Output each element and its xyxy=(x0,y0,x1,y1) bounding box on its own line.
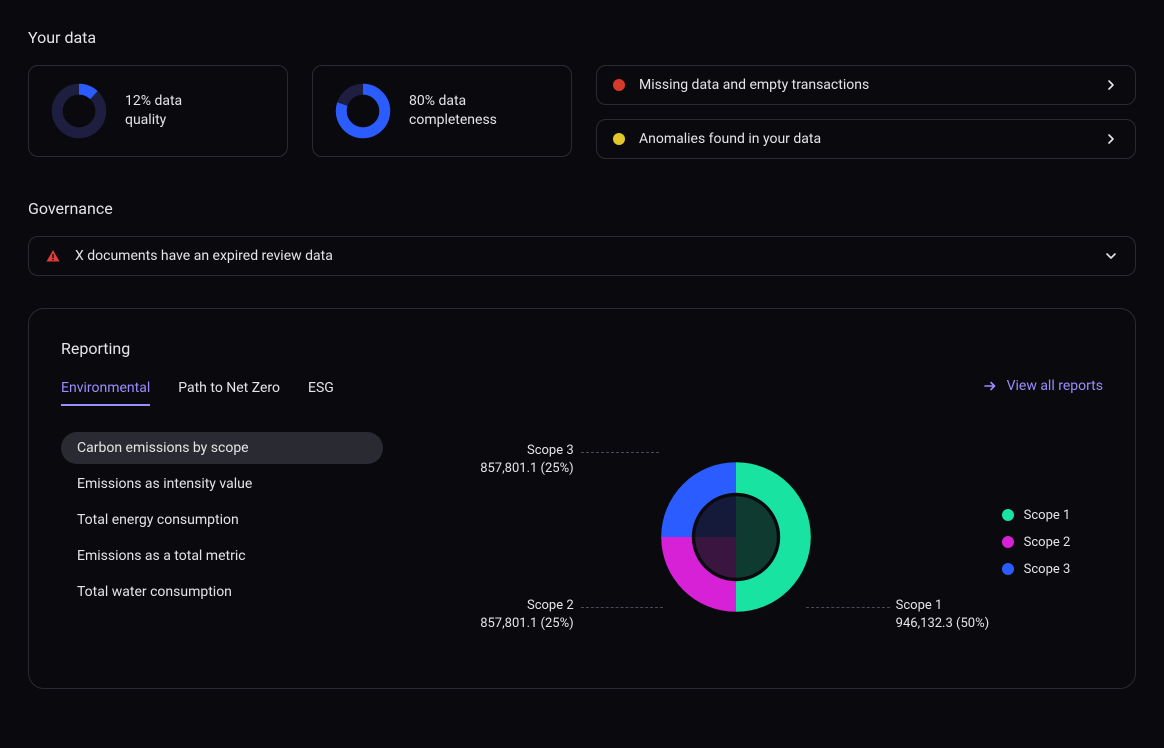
metric-water-consumption[interactable]: Total water consumption xyxy=(61,576,383,608)
chart-label-scope1: Scope 1 946,132.3 (50%) xyxy=(896,597,989,633)
metric-emissions-intensity[interactable]: Emissions as intensity value xyxy=(61,468,383,500)
governance-row-label: X documents have an expired review data xyxy=(75,248,1089,264)
view-all-reports-link[interactable]: View all reports xyxy=(983,378,1103,394)
reporting-panel: Reporting Environmental Path to Net Zero… xyxy=(28,308,1136,689)
alert-dot-icon xyxy=(613,133,625,145)
chart-label-value: 857,801.1 (25%) xyxy=(466,615,574,633)
tab-environmental[interactable]: Environmental xyxy=(61,380,150,406)
donut-chart-wrap: Scope 3 857,801.1 (25%) Scope 2 857,801.… xyxy=(476,432,996,652)
chart-label-value: 946,132.3 (50%) xyxy=(896,615,989,633)
governance-expired-row[interactable]: X documents have an expired review data xyxy=(28,236,1136,276)
chart-legend: Scope 1 Scope 2 Scope 3 xyxy=(1002,508,1071,577)
leader-line xyxy=(581,452,659,453)
metric-emissions-total[interactable]: Emissions as a total metric xyxy=(61,540,383,572)
legend-item-scope2: Scope 2 xyxy=(1002,535,1071,550)
chevron-right-icon xyxy=(1103,77,1119,93)
chart-label-name: Scope 1 xyxy=(896,597,989,615)
arrow-right-icon xyxy=(983,379,997,393)
legend-label: Scope 2 xyxy=(1024,535,1071,550)
chart-area: Scope 3 857,801.1 (25%) Scope 2 857,801.… xyxy=(443,432,1103,652)
tab-path-net-zero[interactable]: Path to Net Zero xyxy=(178,380,280,406)
data-completeness-donut xyxy=(335,83,391,139)
chevron-right-icon xyxy=(1103,131,1119,147)
reporting-title: Reporting xyxy=(61,339,1103,358)
legend-item-scope3: Scope 3 xyxy=(1002,562,1071,577)
data-quality-line1: 12% data xyxy=(125,92,182,111)
alert-dot-icon xyxy=(613,79,625,91)
alert-label: Missing data and empty transactions xyxy=(639,77,1089,93)
alert-missing-data[interactable]: Missing data and empty transactions xyxy=(596,65,1136,105)
reporting-content: Carbon emissions by scope Emissions as i… xyxy=(61,432,1103,652)
emissions-donut-chart xyxy=(651,452,821,622)
metric-carbon-emissions-scope[interactable]: Carbon emissions by scope xyxy=(61,432,383,464)
data-completeness-line2: completeness xyxy=(409,111,497,130)
legend-dot-icon xyxy=(1002,563,1014,575)
chart-label-value: 857,801.1 (25%) xyxy=(466,460,574,478)
chart-label-scope3: Scope 3 857,801.1 (25%) xyxy=(466,442,574,478)
alert-anomalies[interactable]: Anomalies found in your data xyxy=(596,119,1136,159)
chart-label-name: Scope 3 xyxy=(466,442,574,460)
data-quality-line2: quality xyxy=(125,111,182,130)
reporting-tabs: Environmental Path to Net Zero ESG xyxy=(61,380,1103,406)
chart-label-scope2: Scope 2 857,801.1 (25%) xyxy=(466,597,574,633)
legend-label: Scope 3 xyxy=(1024,562,1071,577)
alerts-column: Missing data and empty transactions Anom… xyxy=(596,65,1136,159)
chevron-down-icon xyxy=(1103,248,1119,264)
your-data-title: Your data xyxy=(28,28,1136,47)
warning-triangle-icon xyxy=(45,248,61,264)
legend-label: Scope 1 xyxy=(1024,508,1071,523)
legend-item-scope1: Scope 1 xyxy=(1002,508,1071,523)
view-all-label: View all reports xyxy=(1007,378,1103,394)
data-completeness-card: 80% data completeness xyxy=(312,65,572,157)
data-completeness-line1: 80% data xyxy=(409,92,497,111)
data-quality-donut xyxy=(51,83,107,139)
governance-title: Governance xyxy=(28,199,1136,218)
legend-dot-icon xyxy=(1002,536,1014,548)
data-quality-label: 12% data quality xyxy=(125,92,182,130)
tab-esg[interactable]: ESG xyxy=(308,380,334,406)
metric-list: Carbon emissions by scope Emissions as i… xyxy=(61,432,383,652)
metric-total-energy[interactable]: Total energy consumption xyxy=(61,504,383,536)
your-data-row: 12% data quality 80% data completeness M… xyxy=(28,65,1136,159)
alert-label: Anomalies found in your data xyxy=(639,131,1089,147)
chart-label-name: Scope 2 xyxy=(466,597,574,615)
data-completeness-label: 80% data completeness xyxy=(409,92,497,130)
legend-dot-icon xyxy=(1002,509,1014,521)
data-quality-card: 12% data quality xyxy=(28,65,288,157)
